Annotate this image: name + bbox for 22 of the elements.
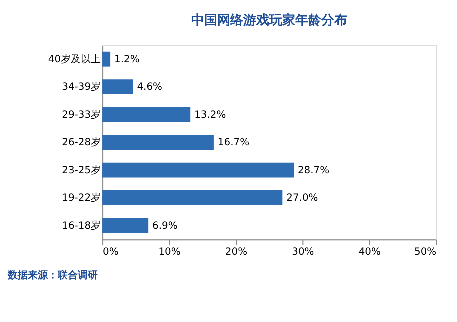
data-label: 27.0% <box>286 193 318 204</box>
data-label: 4.6% <box>137 82 162 94</box>
x-tick-label: 50% <box>414 247 437 258</box>
y-tick-label: 26-28岁 <box>62 136 102 149</box>
data-label: 16.7% <box>218 138 250 149</box>
y-tick-label: 34-39岁 <box>62 81 102 94</box>
x-tick-label: 10% <box>158 247 181 258</box>
data-label: 13.2% <box>194 110 226 121</box>
source-note: 数据来源：联合调研 <box>6 269 98 282</box>
x-tick-label: 30% <box>292 247 314 258</box>
y-tick-label: 29-33岁 <box>62 108 102 121</box>
chart-title: 中国网络游戏玩家年龄分布 <box>191 12 348 29</box>
y-tick-label: 19-22岁 <box>62 192 102 204</box>
y-tick-label: 23-25岁 <box>62 164 102 176</box>
x-tick-label: 40% <box>358 247 381 258</box>
x-tick-label: 20% <box>225 247 248 258</box>
x-tick-label: 0% <box>103 247 119 258</box>
y-tick-label: 40岁及以上 <box>48 53 102 66</box>
data-label: 6.9% <box>152 220 178 232</box>
data-label: 1.2% <box>114 54 140 66</box>
y-tick-label: 16-18岁 <box>62 220 102 232</box>
data-label: 28.7% <box>298 165 330 176</box>
